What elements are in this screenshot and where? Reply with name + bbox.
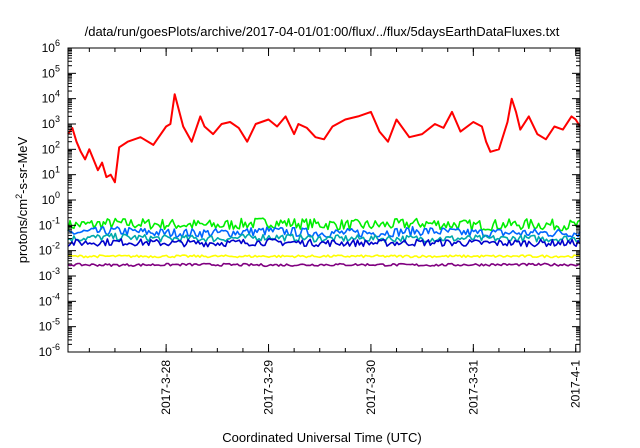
y-tick-label: 10-1 [39, 215, 60, 232]
series-line-6 [67, 254, 581, 259]
y-tick-exponent: -3 [52, 266, 60, 276]
y-tick-label: 10-5 [39, 317, 60, 334]
y-axis-label-text: protons/cm [15, 199, 30, 263]
y-tick-exponent: 0 [55, 190, 60, 200]
y-axis-label: protons/cm2-s-sr-MeV [14, 136, 30, 263]
x-axis-label: Coordinated Universal Time (UTC) [222, 430, 421, 445]
y-tick-label: 102 [42, 139, 60, 156]
y-tick-exponent: -6 [52, 342, 60, 352]
series-line-3 [67, 226, 581, 239]
y-tick-exponent: 3 [55, 114, 60, 124]
series-layer [67, 93, 581, 268]
x-tick-label: 2017-3-29 [262, 360, 276, 415]
x-tick-label: 2017-3-30 [364, 360, 378, 415]
y-tick-base: 10 [42, 92, 56, 106]
y-tick-base: 10 [42, 168, 56, 182]
y-tick-exponent: -5 [52, 317, 60, 327]
series-line-2 [67, 217, 581, 232]
chart-title: /data/run/goesPlots/archive/2017-04-01/0… [85, 24, 560, 39]
y-tick-exponent: -4 [52, 291, 60, 301]
y-axis-label-unit: -s-sr-MeV [15, 136, 30, 193]
y-tick-label: 101 [42, 165, 60, 182]
y-tick-exponent: 1 [55, 165, 60, 175]
series-line-4 [67, 232, 581, 243]
y-tick-label: 106 [42, 38, 60, 55]
y-tick-base: 10 [39, 345, 53, 359]
y-tick-exponent: -2 [52, 241, 60, 251]
y-tick-base: 10 [39, 320, 53, 334]
y-tick-base: 10 [42, 117, 56, 131]
y-tick-base: 10 [42, 142, 56, 156]
y-tick-label: 10-4 [39, 291, 60, 308]
x-tick-label: 2017-4-1 [569, 360, 583, 408]
y-tick-base: 10 [39, 244, 53, 258]
y-tick-label: 10-2 [39, 241, 60, 258]
x-tick-label: 2017-3-31 [466, 360, 480, 415]
x-tick-label: 2017-3-28 [159, 360, 173, 415]
series-line-1 [67, 93, 581, 184]
y-axis-label-superscript: 2 [14, 194, 24, 199]
y-tick-label: 105 [42, 63, 60, 80]
y-tick-base: 10 [39, 218, 53, 232]
series-line-7 [67, 262, 581, 268]
plot-frame [67, 47, 581, 353]
y-tick-label: 103 [42, 114, 60, 131]
y-tick-exponent: 2 [55, 139, 60, 149]
y-tick-label: 10-6 [39, 342, 60, 359]
y-tick-exponent: -1 [52, 215, 60, 225]
y-tick-base: 10 [39, 269, 53, 283]
y-tick-exponent: 5 [55, 63, 60, 73]
y-tick-label: 100 [42, 190, 60, 207]
series-line-5 [67, 237, 581, 248]
y-tick-base: 10 [39, 294, 53, 308]
y-tick-label: 104 [42, 89, 60, 106]
y-tick-exponent: 4 [55, 89, 60, 99]
y-tick-base: 10 [42, 66, 56, 80]
ticks-layer: 10-610-510-410-310-210-11001011021031041… [39, 38, 583, 415]
y-tick-label: 10-3 [39, 266, 60, 283]
y-tick-base: 10 [42, 41, 56, 55]
y-tick-base: 10 [42, 193, 56, 207]
y-tick-exponent: 6 [55, 38, 60, 48]
